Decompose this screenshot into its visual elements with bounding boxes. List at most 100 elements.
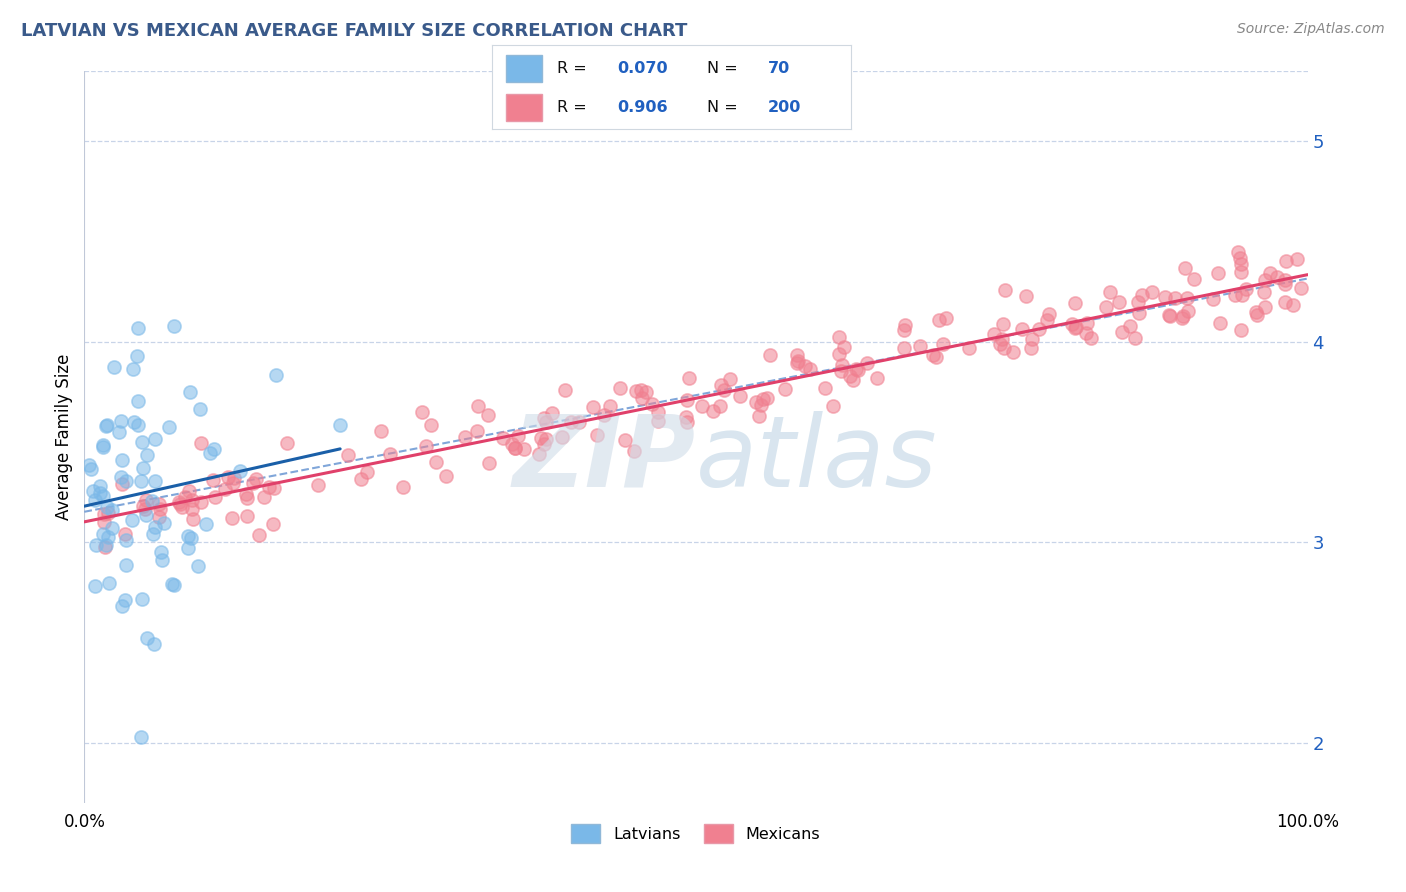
Point (1274, 273, 1296, 287)
Point (101, 521, 124, 535)
Point (337, 448, 360, 462)
Point (93, 508, 115, 522)
Point (122, 362, 145, 376)
Point (163, 577, 186, 591)
Point (1001, 344, 1024, 359)
Legend: Latvians, Mexicans: Latvians, Mexicans (565, 817, 827, 850)
Point (1063, 295, 1085, 310)
Point (1230, 288, 1253, 302)
Text: R =: R = (557, 100, 592, 115)
Point (1123, 331, 1146, 345)
Point (1015, 288, 1038, 302)
Y-axis label: Average Family Size: Average Family Size (55, 354, 73, 520)
Point (235, 509, 257, 524)
Point (188, 402, 211, 417)
Point (675, 410, 697, 425)
Point (823, 399, 845, 413)
Point (329, 418, 352, 433)
Point (1223, 288, 1246, 302)
Point (503, 442, 526, 456)
Point (492, 431, 515, 445)
Point (110, 469, 132, 483)
Point (1286, 252, 1309, 266)
Point (229, 464, 252, 478)
Point (709, 399, 731, 413)
Point (1021, 332, 1043, 346)
Point (114, 593, 136, 607)
Point (1126, 295, 1149, 310)
Point (425, 455, 447, 469)
Point (1108, 294, 1130, 309)
Text: N =: N = (707, 61, 744, 76)
Point (830, 364, 852, 378)
Point (214, 482, 236, 496)
Point (932, 337, 955, 351)
Point (678, 371, 700, 385)
Point (110, 414, 132, 428)
Point (143, 520, 166, 534)
Point (631, 391, 654, 405)
Point (127, 394, 149, 409)
Text: N =: N = (707, 100, 744, 115)
Point (181, 493, 204, 508)
Point (1177, 304, 1199, 318)
Point (276, 436, 298, 450)
Point (845, 362, 868, 376)
Point (832, 340, 855, 354)
Point (1074, 326, 1097, 340)
Point (419, 418, 441, 433)
Point (894, 318, 917, 332)
Point (356, 465, 378, 479)
Point (841, 373, 863, 387)
Point (988, 337, 1011, 351)
Point (378, 447, 401, 461)
Point (758, 348, 780, 362)
Point (115, 474, 138, 488)
Point (1171, 310, 1194, 325)
Point (1209, 317, 1232, 331)
Point (134, 502, 156, 516)
Point (1254, 300, 1277, 314)
Point (157, 420, 180, 434)
Point (204, 491, 226, 505)
Point (1229, 251, 1251, 265)
Point (180, 532, 202, 546)
Point (84, 537, 107, 551)
Point (718, 371, 741, 385)
Point (1174, 260, 1197, 275)
Point (194, 516, 217, 531)
Point (728, 389, 751, 403)
Point (136, 448, 159, 462)
Point (392, 480, 415, 494)
Point (434, 468, 457, 483)
Text: 200: 200 (768, 100, 801, 115)
Point (893, 323, 915, 337)
Point (1274, 294, 1296, 309)
Point (1019, 341, 1042, 355)
Point (551, 430, 574, 444)
Point (533, 437, 555, 451)
Point (136, 632, 159, 646)
Point (132, 461, 155, 475)
Point (217, 470, 239, 484)
Point (745, 395, 768, 409)
Point (1265, 269, 1288, 284)
Point (513, 442, 536, 456)
Text: atlas: atlas (696, 410, 938, 508)
Point (172, 500, 194, 514)
Point (709, 377, 731, 392)
Point (647, 405, 669, 419)
Point (91, 440, 114, 454)
Point (1140, 285, 1163, 299)
Point (534, 433, 557, 447)
Point (224, 471, 246, 485)
Point (114, 527, 136, 541)
Point (1130, 288, 1153, 302)
Point (122, 415, 145, 429)
Point (1011, 322, 1033, 336)
Point (350, 472, 373, 486)
Point (713, 384, 735, 398)
Point (1289, 281, 1312, 295)
Point (505, 441, 527, 455)
Point (623, 444, 645, 458)
